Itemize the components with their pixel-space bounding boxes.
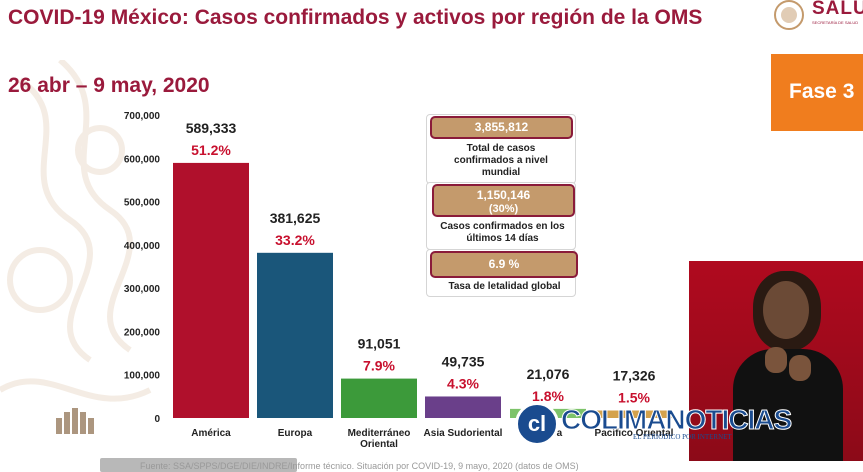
logo-text: SALU (812, 0, 863, 19)
total-cases-label: Total de casos confirmados a nivel mundi… (454, 143, 548, 178)
sign-language-interpreter (689, 261, 863, 461)
recent-cases-value: 1,150,146 (476, 188, 531, 202)
category-label: Mediterráneo (348, 428, 411, 439)
y-axis: 0 100,000 200,000 300,000 400,000 500,000 600,… (124, 111, 161, 425)
footer-bar (100, 458, 297, 472)
interpreter-hand-left (765, 347, 787, 373)
pct-label: 1.5% (618, 390, 650, 406)
y-tick-label: 500,000 (124, 198, 161, 209)
value-label: 589,333 (186, 120, 237, 136)
y-tick-label: 400,000 (124, 241, 161, 252)
lethality-value: 6.9 % (430, 251, 578, 278)
bar-0 (173, 162, 249, 418)
bar-1 (257, 252, 333, 418)
category-label: Oriental (360, 439, 398, 450)
y-tick-label: 300,000 (124, 284, 161, 295)
bar-labels: 589,333 51.2% 381,625 33.2% 91,051 7.9% 49,735… (186, 120, 656, 406)
recent-cases-label: Casos confirmados en los últimos 14 días (440, 221, 565, 244)
pct-label: 7.9% (363, 358, 395, 374)
category-label: Pacífico Oriental (595, 428, 674, 439)
y-tick-label: 0 (154, 414, 160, 425)
footer-source: Fuente: SSA/SPPS/DGE/DIE/INDRE/Informe t… (140, 461, 579, 471)
bottom-left-logo (56, 408, 94, 434)
pct-label: 33.2% (275, 232, 315, 248)
category-label: Europa (278, 428, 313, 439)
phase-badge: Fase 3 (771, 54, 863, 131)
y-tick-label: 100,000 (124, 371, 161, 382)
interpreter-hand-right (789, 355, 811, 381)
interpreter-body (733, 349, 843, 461)
bar-2 (341, 378, 417, 418)
watermark-text: COLIMANOTICIAS (560, 404, 792, 436)
page-title: COVID-19 México: Casos confirmados y act… (8, 6, 703, 29)
value-label: 17,326 (613, 368, 656, 384)
watermark-subtext: EL PERIÓDICO POR INTERNET (633, 433, 732, 441)
y-tick-label: 200,000 (124, 327, 161, 338)
value-label: 49,735 (442, 353, 485, 369)
value-label: 381,625 (270, 210, 321, 226)
pct-label: 51.2% (191, 142, 231, 158)
category-label: América (191, 428, 231, 439)
recent-cases-pct: (30%) (488, 203, 519, 215)
value-label: 91,051 (358, 336, 401, 352)
lethality-label: Tasa de letalidad global (448, 281, 561, 292)
logo-subtext: SECRETARÍA DE SALUD (812, 20, 859, 25)
category-label: Asia Sudoriental (424, 428, 503, 439)
total-cases-value: 3,855,812 (430, 116, 573, 139)
recent-cases-pill: 1,150,146 (30%) (432, 184, 575, 217)
interpreter-head (763, 281, 809, 339)
date-range: 26 abr – 9 may, 2020 (8, 74, 210, 97)
pct-label: 1.8% (532, 388, 564, 404)
y-tick-label: 600,000 (124, 154, 161, 165)
salud-logo (774, 0, 804, 30)
watermark-initials: cl (515, 402, 559, 446)
bar-5 (596, 410, 672, 418)
colimanoticias-watermark: cl COLIMANOTICIAS EL PERIÓDICO POR INTER… (515, 402, 815, 452)
bars (173, 162, 672, 418)
y-tick-label: 700,000 (124, 111, 161, 122)
pct-label: 4.3% (447, 375, 479, 391)
value-label: 21,076 (527, 366, 570, 382)
background-pattern (0, 60, 152, 402)
bar-3 (425, 396, 501, 418)
